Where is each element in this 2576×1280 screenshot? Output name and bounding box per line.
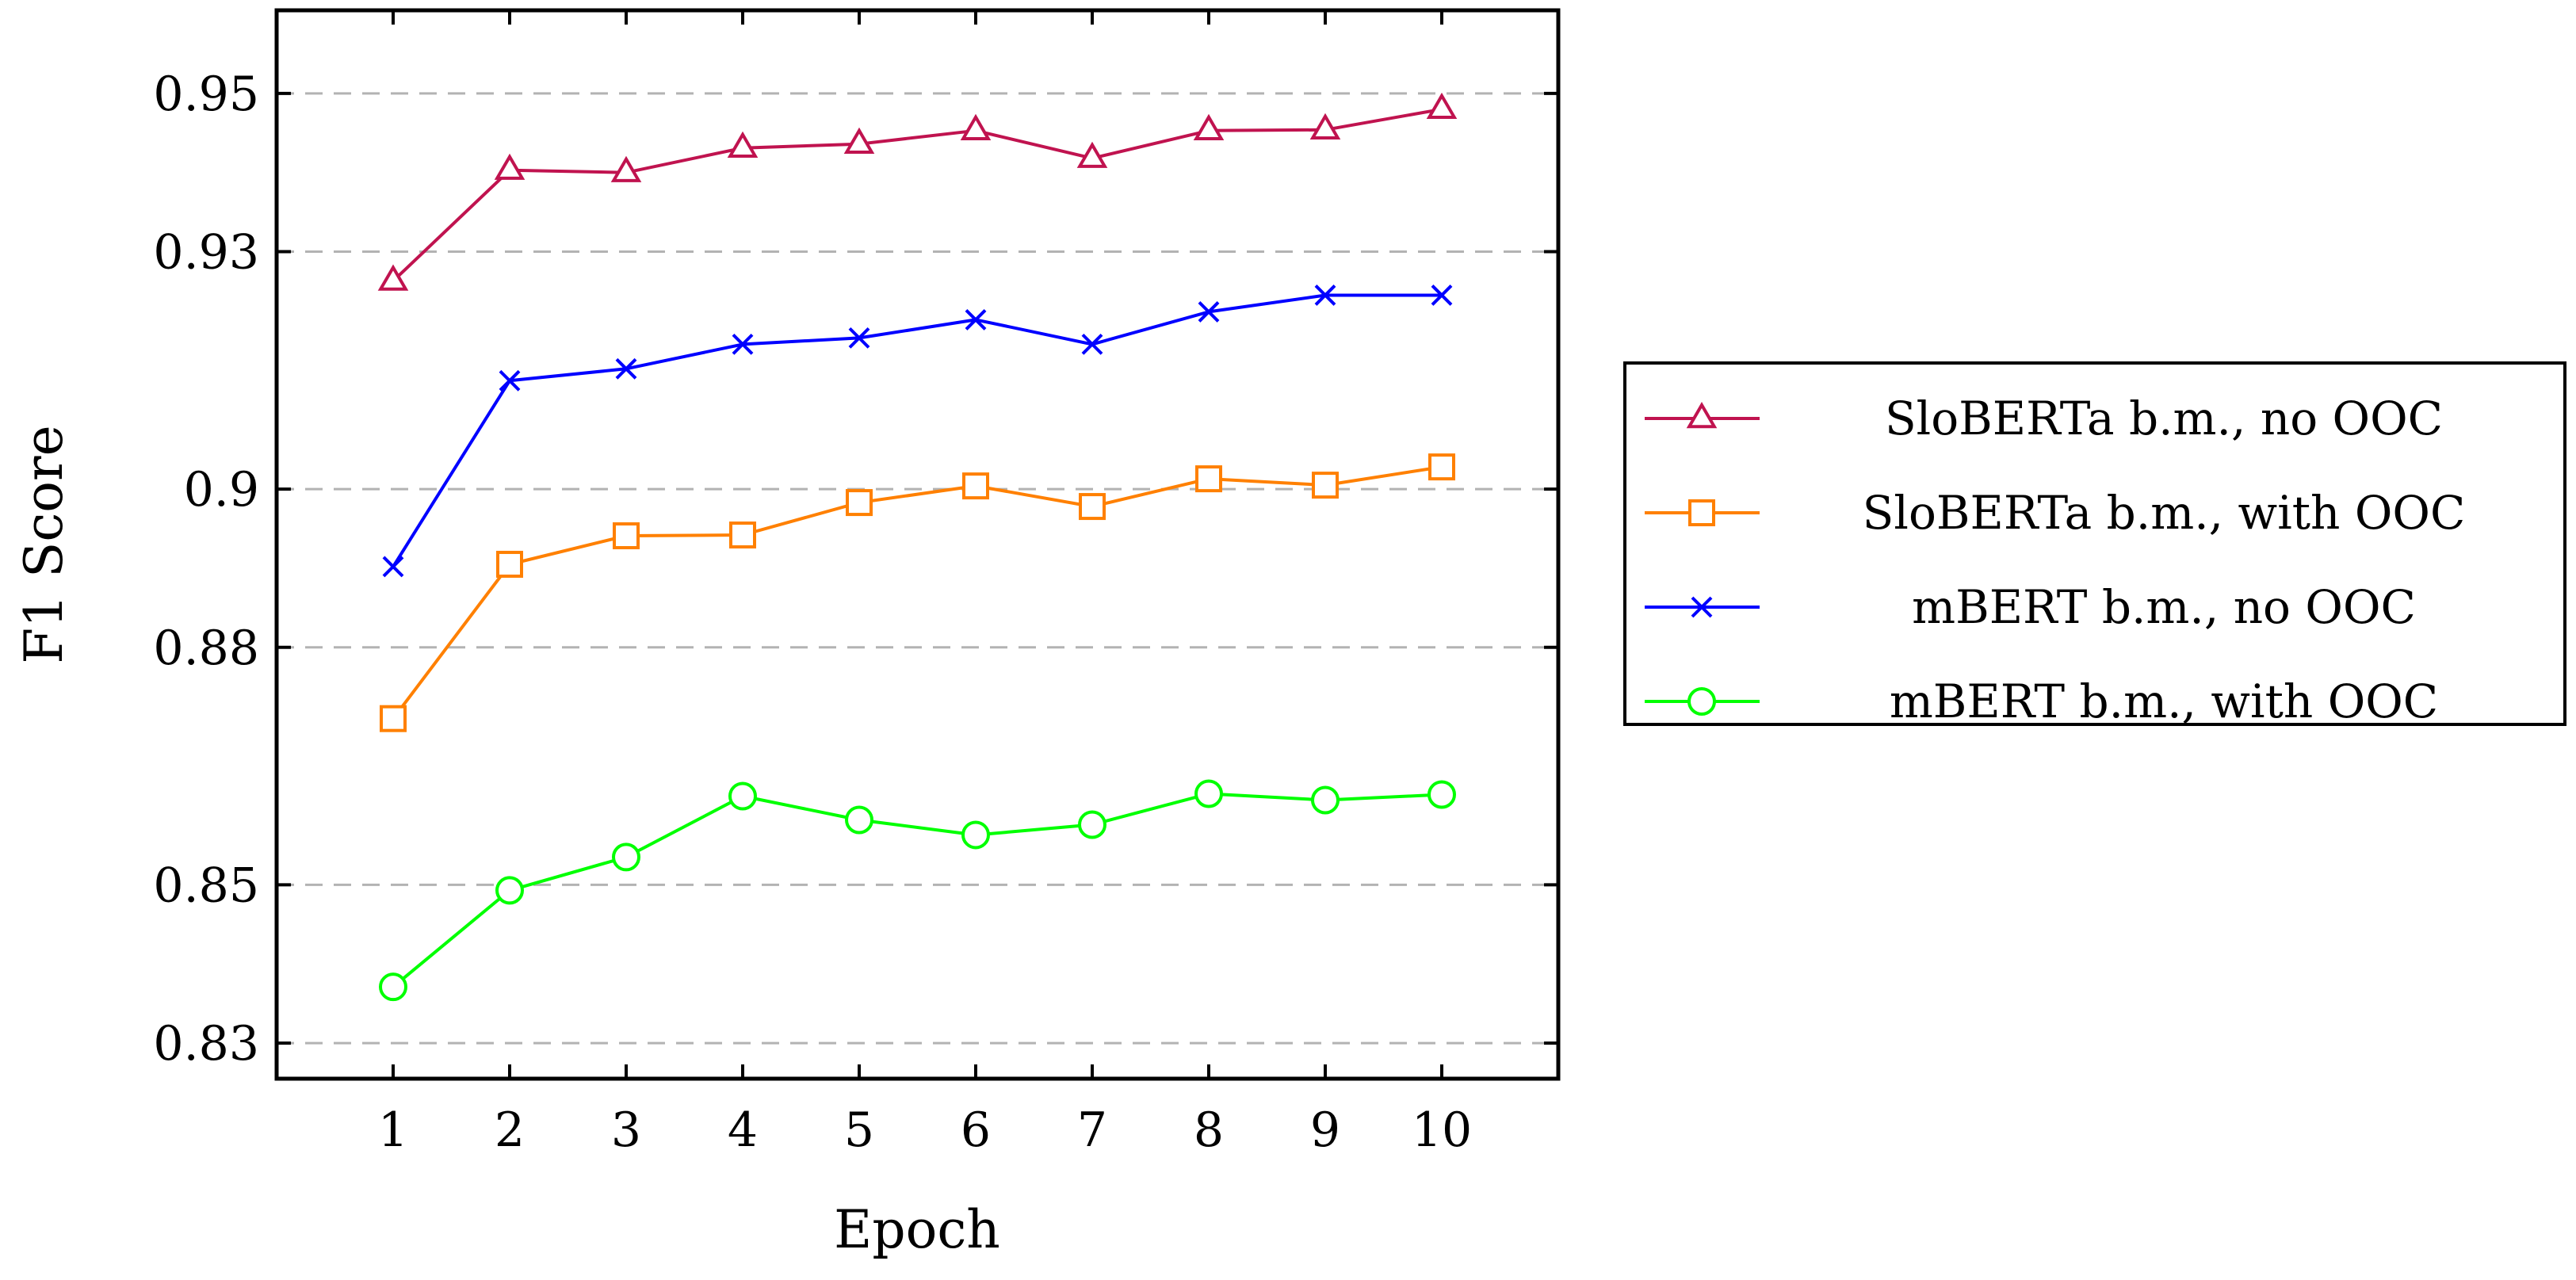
data-point-marker bbox=[382, 556, 404, 578]
data-point-marker bbox=[1198, 301, 1220, 323]
data-point-marker bbox=[496, 550, 523, 578]
data-point-marker bbox=[1078, 810, 1106, 839]
data-point-marker bbox=[961, 820, 990, 850]
x-tick-label: 7 bbox=[1077, 1102, 1107, 1158]
data-point-marker bbox=[499, 369, 521, 392]
data-point-marker bbox=[610, 155, 642, 182]
data-point-marker bbox=[1194, 779, 1223, 808]
data-point-marker bbox=[848, 327, 870, 349]
data-point-marker bbox=[1309, 113, 1341, 139]
legend-frame bbox=[1623, 361, 2566, 726]
data-point-marker bbox=[845, 805, 873, 835]
y-tick-label: 0.88 bbox=[153, 621, 259, 676]
y-tick-label: 0.93 bbox=[153, 225, 259, 281]
series-line bbox=[392, 107, 1443, 282]
data-point-marker bbox=[615, 357, 637, 380]
x-tick-label: 10 bbox=[1412, 1102, 1472, 1158]
data-point-marker bbox=[727, 131, 759, 158]
data-point-marker bbox=[1195, 465, 1222, 493]
data-point-marker bbox=[1081, 333, 1103, 355]
legend-label: mBERT b.m., with OOC bbox=[1890, 674, 2438, 728]
legend-marker bbox=[1691, 596, 1713, 618]
x-tick-label: 2 bbox=[495, 1102, 525, 1158]
data-point-marker bbox=[960, 113, 992, 140]
x-tick-label: 1 bbox=[378, 1102, 408, 1158]
plot-frame bbox=[274, 8, 1561, 1081]
data-point-marker bbox=[377, 264, 409, 291]
data-point-marker bbox=[843, 127, 875, 154]
data-point-marker bbox=[1426, 92, 1458, 120]
legend-label: SloBERTa b.m., no OOC bbox=[1885, 392, 2443, 445]
series-line bbox=[392, 465, 1443, 720]
data-point-marker bbox=[1314, 285, 1336, 306]
data-point-marker bbox=[613, 522, 640, 550]
data-point-marker bbox=[379, 972, 407, 1002]
data-point-marker bbox=[495, 876, 524, 905]
legend-marker bbox=[1688, 499, 1715, 526]
x-tick-label: 8 bbox=[1194, 1102, 1224, 1158]
legend: SloBERTa b.m., no OOC SloBERTa b.m., with… bbox=[1623, 361, 2566, 728]
data-point-marker bbox=[1431, 285, 1453, 306]
data-point-marker bbox=[380, 705, 407, 732]
series-triangle bbox=[377, 92, 1458, 291]
series-x bbox=[382, 285, 1453, 578]
series-square bbox=[380, 453, 1455, 732]
y-tick-label: 0.9 bbox=[184, 462, 259, 518]
data-point-marker bbox=[1311, 785, 1340, 815]
x-tick-label: 9 bbox=[1310, 1102, 1340, 1158]
x-tick-label: 5 bbox=[844, 1102, 874, 1158]
series-layer bbox=[377, 92, 1458, 1002]
grid-layer bbox=[277, 92, 1558, 1045]
y-tick-label: 0.85 bbox=[153, 858, 259, 913]
x-tick-label: 6 bbox=[961, 1102, 991, 1158]
series-line bbox=[392, 792, 1443, 988]
data-point-marker bbox=[1079, 493, 1106, 521]
data-point-marker bbox=[1428, 453, 1455, 481]
y-tick-label: 0.83 bbox=[153, 1016, 259, 1072]
x-axis-title: Epoch bbox=[834, 1199, 1000, 1260]
data-point-marker bbox=[494, 153, 526, 180]
data-point-marker bbox=[612, 843, 640, 872]
tick-layer: 0.83 0.85 0.88 0.9 0.93 0.95 1 2 3 4 5 6 7 8 9 10 bbox=[153, 10, 1558, 1158]
x-tick-label: 3 bbox=[611, 1102, 641, 1158]
legend-label: mBERT b.m., no OOC bbox=[1912, 580, 2416, 634]
data-point-marker bbox=[1312, 472, 1339, 499]
legend-marker bbox=[1686, 402, 1718, 429]
data-point-marker bbox=[1428, 780, 1456, 809]
legend-label: SloBERTa b.m., with OOC bbox=[1863, 486, 2466, 540]
data-point-marker bbox=[846, 489, 873, 517]
data-point-marker bbox=[1193, 113, 1225, 140]
series-line bbox=[392, 293, 1442, 568]
data-point-marker bbox=[728, 781, 757, 811]
data-point-marker bbox=[732, 333, 754, 355]
y-tick-label: 0.95 bbox=[153, 67, 259, 122]
data-point-marker bbox=[729, 522, 756, 549]
y-axis-title: F1 Score bbox=[13, 425, 75, 663]
data-point-marker bbox=[1076, 141, 1108, 168]
data-point-marker bbox=[962, 472, 989, 500]
legend-marker bbox=[1687, 687, 1716, 716]
x-tick-label: 4 bbox=[728, 1102, 758, 1158]
data-point-marker bbox=[965, 309, 987, 331]
series-circle bbox=[379, 779, 1456, 1002]
